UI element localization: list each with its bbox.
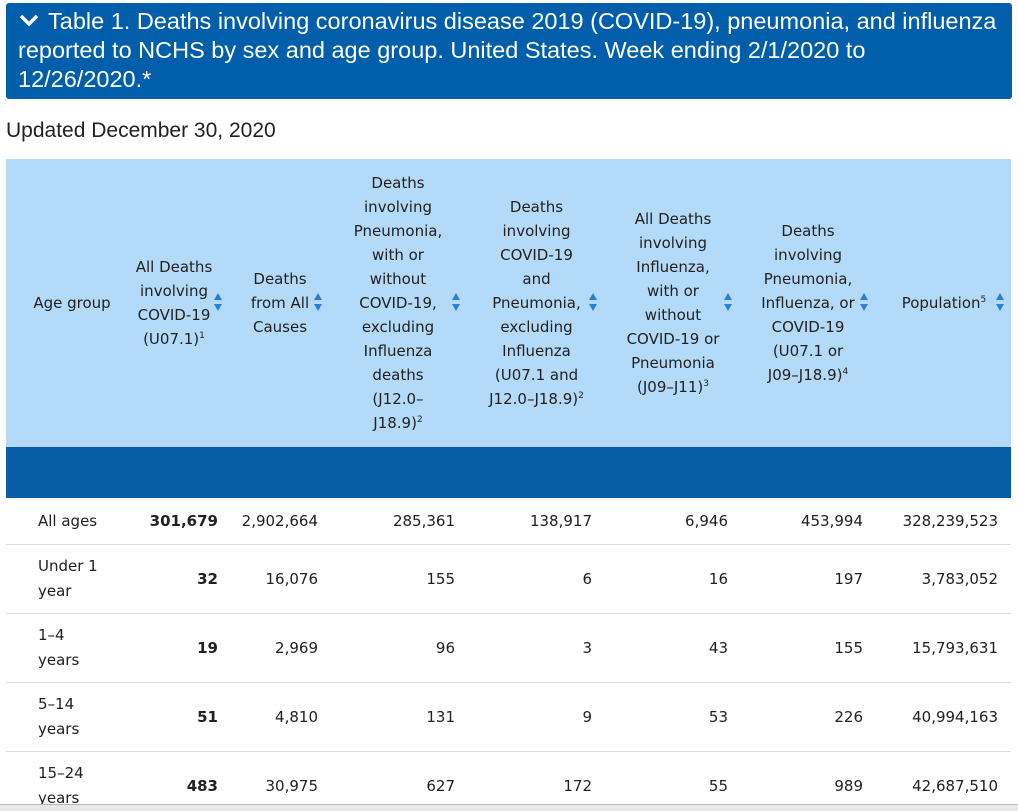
cell-all-causes: 4,810 [275, 708, 318, 726]
cell-age: 5–14 years [38, 695, 80, 738]
table-title-banner[interactable]: Table 1. Deaths involving coronavirus di… [6, 3, 1012, 99]
col-header-covid-deaths[interactable]: All Deaths involving COVID-19 (U07.1)1 [135, 258, 213, 348]
cell-all-causes: 2,969 [275, 639, 318, 657]
cell-pneumonia: 155 [426, 570, 455, 588]
sort-icon[interactable] [451, 290, 461, 314]
col-header-pneumonia[interactable]: Deaths involving Pneumonia, with or with… [353, 174, 443, 432]
table-row: Under 1 year 32 16,076 155 6 16 197 3,78… [6, 544, 1011, 614]
cell-pic: 989 [834, 777, 863, 795]
cell-influenza: 53 [708, 708, 728, 726]
cell-age: All ages [38, 512, 98, 530]
cell-influenza: 6,946 [685, 512, 728, 530]
cell-covid: 301,679 [149, 512, 218, 530]
table-row: 1–4 years 19 2,969 96 3 43 155 15,793,63… [6, 613, 1011, 683]
cell-population: 328,239,523 [902, 512, 998, 530]
cell-covid: 32 [197, 570, 218, 588]
horizontal-scrollbar[interactable] [0, 804, 1018, 811]
cell-pneumonia: 96 [435, 639, 455, 657]
updated-date: Updated December 30, 2020 [6, 119, 276, 142]
cell-age: Under 1 year [38, 557, 98, 600]
table-header [6, 159, 1011, 447]
sort-icon[interactable] [859, 290, 869, 314]
cell-population: 42,687,510 [912, 777, 998, 795]
cell-pic: 226 [834, 708, 863, 726]
cell-influenza: 55 [708, 777, 728, 795]
sort-icon[interactable] [313, 290, 323, 314]
cell-age: 15–24 years [38, 764, 84, 807]
col-header-age-group[interactable]: Age group [33, 294, 111, 312]
cell-pic: 197 [834, 570, 863, 588]
cell-covid: 19 [197, 639, 218, 657]
cell-covid-pneumonia: 3 [582, 639, 592, 657]
col-header-population[interactable]: Population5 [901, 294, 987, 312]
chevron-down-icon[interactable] [18, 13, 40, 27]
col-header-pic[interactable]: Deaths involving Pneumonia, Influenza, o… [761, 222, 855, 384]
col-header-all-causes[interactable]: Deaths from All Causes [250, 270, 310, 336]
cell-population: 15,793,631 [912, 639, 998, 657]
cell-covid-pneumonia: 172 [563, 777, 592, 795]
cell-influenza: 16 [708, 570, 728, 588]
cell-influenza: 43 [708, 639, 728, 657]
sort-icon[interactable] [995, 290, 1005, 314]
cell-all-causes: 16,076 [265, 570, 319, 588]
cell-covid-pneumonia: 6 [582, 570, 592, 588]
cell-population: 3,783,052 [921, 570, 998, 588]
table-header-bar [6, 447, 1011, 498]
table-row: 5–14 years 51 4,810 131 9 53 226 40,994,… [6, 682, 1011, 752]
cell-age: 1–4 years [38, 626, 80, 669]
table-row: 15–24 years 483 30,975 627 172 55 989 42… [6, 751, 1011, 807]
cell-pneumonia: 627 [426, 777, 455, 795]
sort-icon[interactable] [723, 290, 733, 314]
cell-pic: 453,994 [800, 512, 863, 530]
table-title: Table 1. Deaths involving coronavirus di… [18, 8, 997, 92]
cell-pic: 155 [834, 639, 863, 657]
sort-icon[interactable] [588, 290, 598, 314]
cell-all-causes: 2,902,664 [241, 512, 318, 530]
cell-pneumonia: 131 [426, 708, 455, 726]
col-header-covid-pneumonia[interactable]: Deaths involving COVID-19 and Pneumonia,… [489, 198, 584, 408]
cell-covid-pneumonia: 138,917 [529, 512, 592, 530]
cell-pneumonia: 285,361 [392, 512, 455, 530]
cell-covid-pneumonia: 9 [582, 708, 592, 726]
cell-covid: 483 [186, 777, 218, 795]
sort-icon[interactable] [213, 290, 223, 314]
table-row: All ages 301,679 2,902,664 285,361 138,9… [6, 498, 1011, 545]
cell-all-causes: 30,975 [265, 777, 319, 795]
cell-population: 40,994,163 [912, 708, 998, 726]
col-header-influenza[interactable]: All Deaths involving Influenza, with or … [626, 210, 720, 396]
cell-covid: 51 [197, 708, 218, 726]
